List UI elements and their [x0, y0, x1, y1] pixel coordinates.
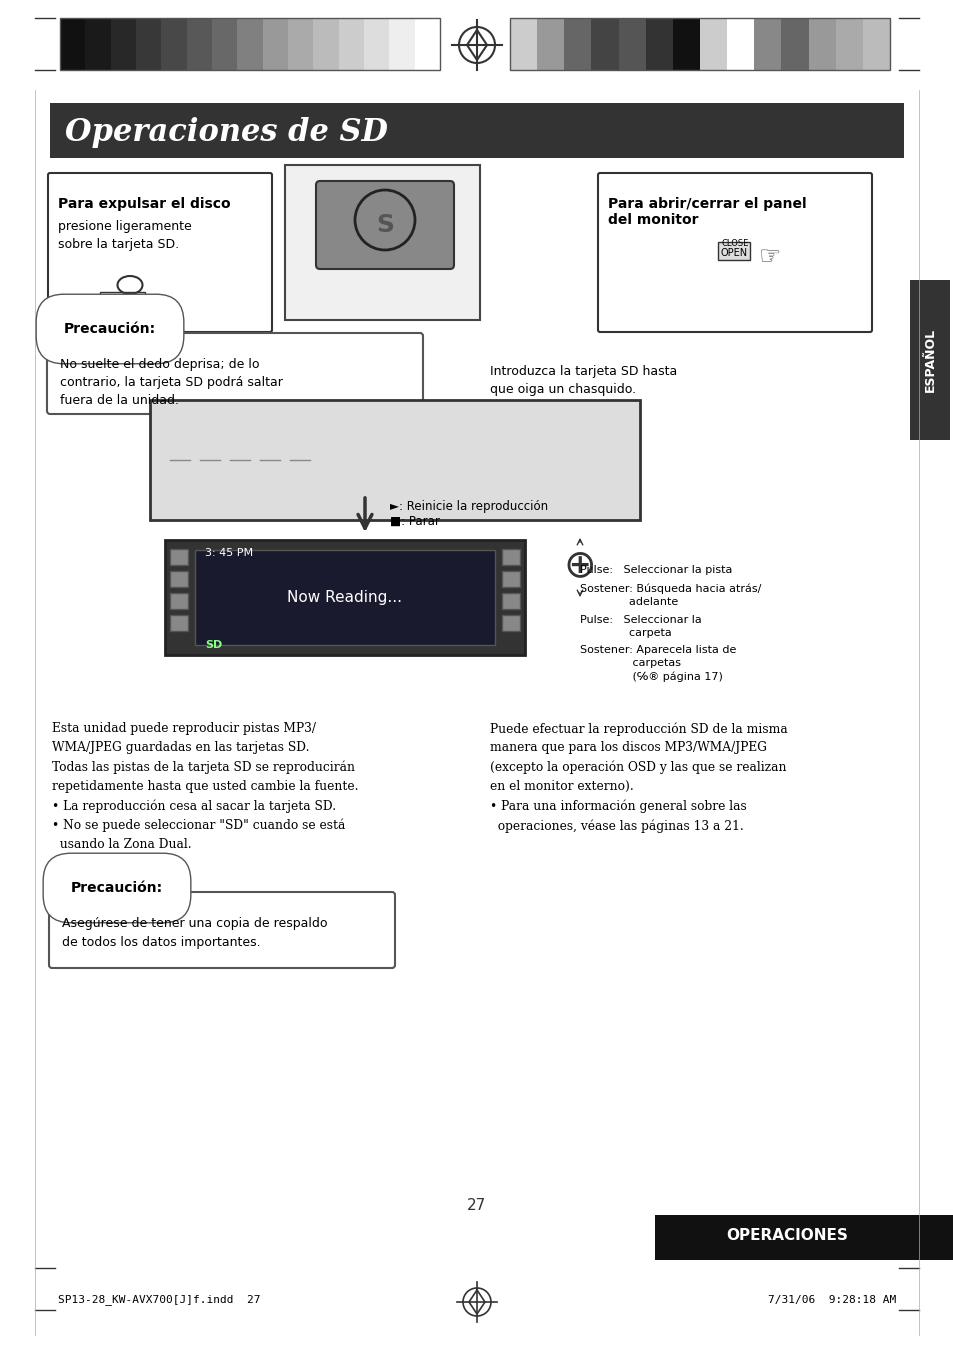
Bar: [655, 1215, 953, 1260]
FancyBboxPatch shape: [58, 324, 162, 347]
Text: Now Reading...: Now Reading...: [287, 589, 402, 604]
Text: ►: Reinicie la reproducción: ►: Reinicie la reproducción: [390, 500, 548, 512]
Bar: [170, 571, 188, 587]
Text: Pulse:   Seleccionar la pista: Pulse: Seleccionar la pista: [579, 565, 732, 575]
Bar: [60, 18, 439, 70]
Bar: [194, 550, 495, 645]
Bar: [136, 18, 161, 70]
Bar: [389, 18, 415, 70]
Bar: [161, 18, 187, 70]
Text: OPERACIONES: OPERACIONES: [726, 1228, 847, 1242]
Bar: [501, 549, 519, 565]
Text: Precaución:: Precaución:: [64, 322, 156, 337]
Bar: [754, 18, 781, 70]
Text: carpetas: carpetas: [579, 658, 680, 668]
Bar: [170, 594, 188, 608]
Text: presione ligeramente
sobre la tarjeta SD.: presione ligeramente sobre la tarjeta SD…: [58, 220, 192, 251]
Text: OPEN: OPEN: [720, 247, 747, 258]
Bar: [262, 18, 288, 70]
Bar: [501, 571, 519, 587]
Text: (℅® página 17): (℅® página 17): [579, 671, 722, 681]
Bar: [338, 18, 364, 70]
FancyBboxPatch shape: [49, 892, 395, 968]
Text: 7/31/06  9:28:18 AM: 7/31/06 9:28:18 AM: [767, 1295, 895, 1305]
Text: CLOSE: CLOSE: [720, 238, 748, 247]
Bar: [672, 18, 700, 70]
Text: Esta unidad puede reproducir pistas MP3/
WMA/JPEG guardadas en las tarjetas SD.
: Esta unidad puede reproducir pistas MP3/…: [52, 722, 358, 852]
Text: SD: SD: [205, 639, 222, 650]
Bar: [415, 18, 439, 70]
Text: No suelte el dedo deprisa; de lo
contrario, la tarjeta SD podrá saltar
fuera de : No suelte el dedo deprisa; de lo contrar…: [60, 358, 283, 407]
Bar: [285, 165, 479, 320]
Text: 27: 27: [467, 1198, 486, 1213]
Bar: [50, 103, 903, 158]
Bar: [591, 18, 618, 70]
Bar: [150, 400, 639, 521]
Text: ESPAÑOL: ESPAÑOL: [923, 329, 936, 392]
Text: Pulse:   Seleccionar la
              carpeta: Pulse: Seleccionar la carpeta: [579, 615, 701, 638]
Text: Para abrir/cerrar el panel
del monitor: Para abrir/cerrar el panel del monitor: [607, 197, 806, 227]
FancyBboxPatch shape: [48, 173, 272, 333]
Bar: [111, 18, 136, 70]
Text: ⊕: ⊕: [563, 546, 596, 584]
Bar: [537, 18, 563, 70]
Text: Para expulsar el disco: Para expulsar el disco: [58, 197, 231, 211]
Text: Asegúrese de tener una copia de respaldo
de todos los datos importantes.: Asegúrese de tener una copia de respaldo…: [62, 917, 327, 949]
Bar: [563, 18, 591, 70]
Text: Precaución:: Precaución:: [71, 882, 163, 895]
Bar: [835, 18, 862, 70]
Bar: [187, 18, 212, 70]
Bar: [364, 18, 389, 70]
Bar: [808, 18, 835, 70]
Bar: [645, 18, 672, 70]
Bar: [909, 280, 949, 439]
Bar: [501, 615, 519, 631]
Text: ■: Parar: ■: Parar: [390, 515, 439, 529]
FancyBboxPatch shape: [315, 181, 454, 269]
Text: Puede efectuar la reproducción SD de la misma
manera que para los discos MP3/WMA: Puede efectuar la reproducción SD de la …: [490, 722, 787, 833]
Text: Introduzca la tarjeta SD hasta
que oiga un chasquido.: Introduzca la tarjeta SD hasta que oiga …: [490, 365, 677, 396]
Text: S: S: [375, 214, 394, 237]
Bar: [288, 18, 313, 70]
Text: SP13-28_KW-AVX700[J]f.indd  27: SP13-28_KW-AVX700[J]f.indd 27: [58, 1295, 260, 1306]
Text: Sostener: Búsqueda hacia atrás/
              adelante: Sostener: Búsqueda hacia atrás/ adelante: [579, 583, 760, 607]
Bar: [100, 292, 145, 300]
Bar: [718, 242, 749, 260]
Text: ☞: ☞: [758, 245, 781, 269]
Bar: [170, 549, 188, 565]
Text: Sostener: Aparecela lista de: Sostener: Aparecela lista de: [579, 645, 736, 654]
Bar: [170, 615, 188, 631]
Bar: [60, 18, 85, 70]
Bar: [212, 18, 237, 70]
Bar: [237, 18, 262, 70]
Bar: [862, 18, 889, 70]
Bar: [726, 18, 754, 70]
Text: 3: 45 PM: 3: 45 PM: [205, 548, 253, 558]
Bar: [618, 18, 645, 70]
Bar: [510, 18, 889, 70]
Bar: [85, 18, 111, 70]
Bar: [655, 1215, 919, 1255]
Bar: [781, 18, 808, 70]
FancyBboxPatch shape: [598, 173, 871, 333]
Bar: [501, 594, 519, 608]
Text: Operaciones de SD: Operaciones de SD: [65, 118, 388, 147]
Bar: [313, 18, 338, 70]
Bar: [700, 18, 726, 70]
FancyBboxPatch shape: [47, 333, 422, 414]
Bar: [165, 539, 524, 654]
Bar: [510, 18, 537, 70]
